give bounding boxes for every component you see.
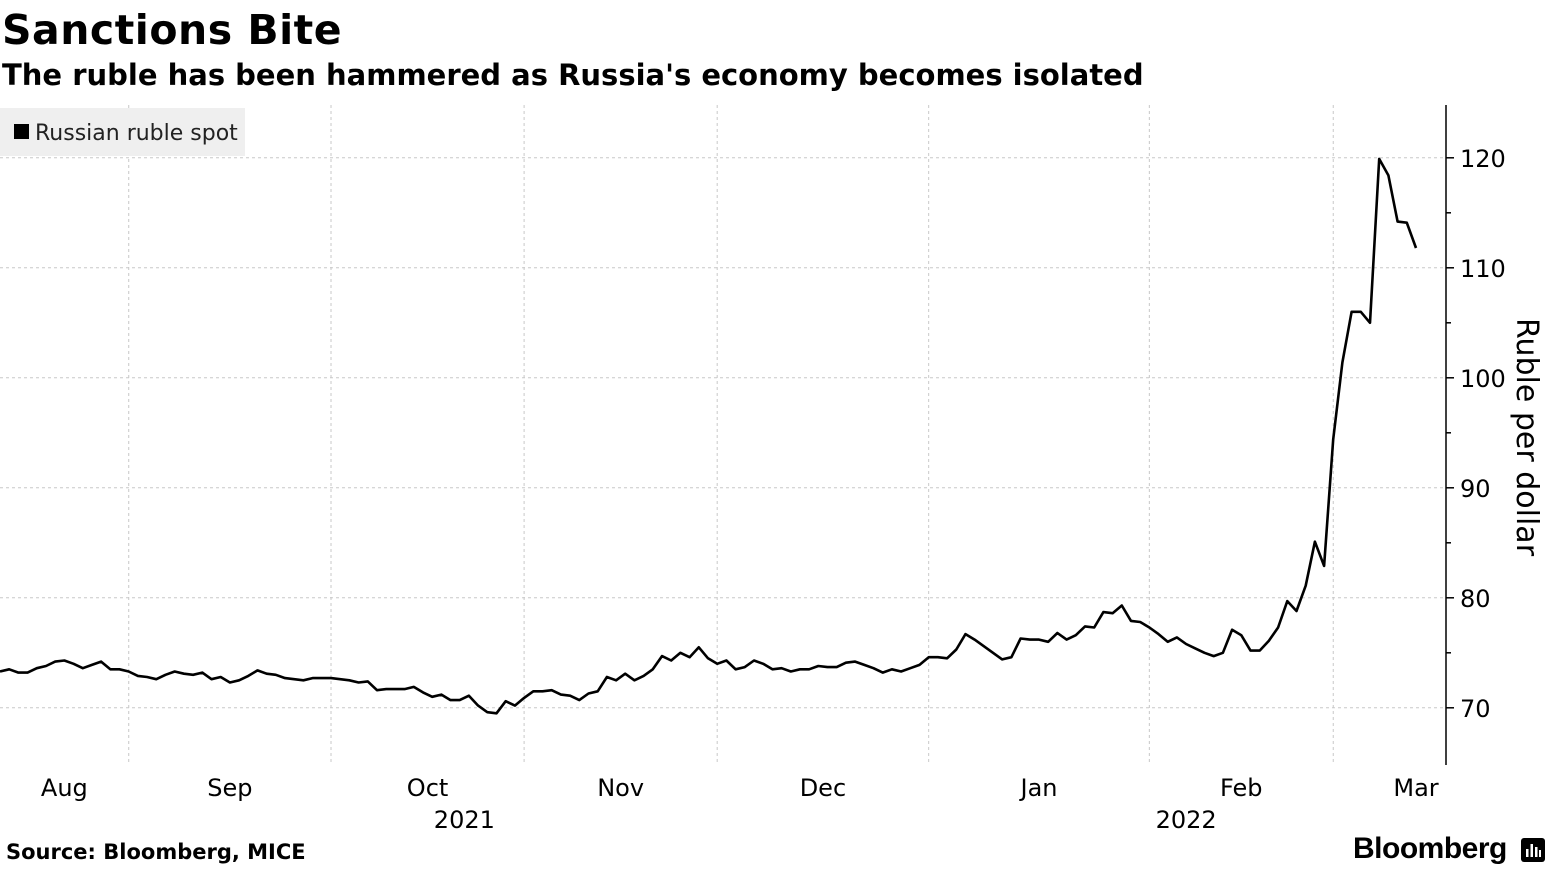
y-tick-label: 80 <box>1460 585 1491 613</box>
bloomberg-chart-icon <box>1521 838 1545 862</box>
x-tick-label: Jan <box>1019 774 1058 802</box>
gridlines <box>0 105 1446 765</box>
chart-title: Sanctions Bite <box>2 6 343 54</box>
x-tick-label: Dec <box>800 774 846 802</box>
y-tick-label: 120 <box>1460 145 1506 173</box>
y-tick-label: 110 <box>1460 255 1506 283</box>
y-axis: 70 80 90 100 110 120 <box>1445 105 1506 765</box>
x-tick-label: Nov <box>597 774 644 802</box>
y-tick-label: 70 <box>1460 695 1491 723</box>
chart-subtitle: The ruble has been hammered as Russia's … <box>2 58 1144 92</box>
series-layer <box>0 157 1418 715</box>
y-tick-label: 100 <box>1460 365 1506 393</box>
x-tick-label: Sep <box>207 774 252 802</box>
legend-box <box>0 108 245 156</box>
x-axis: Aug Sep Oct Nov Dec Jan Feb Mar 2021 2022 <box>41 774 1439 834</box>
x-tick-label: Aug <box>41 774 88 802</box>
bloomberg-logo: Bloomberg <box>1353 832 1507 865</box>
legend-label: Russian ruble spot <box>35 121 238 146</box>
legend-swatch <box>14 124 29 139</box>
y-tick-label: 90 <box>1460 475 1491 503</box>
x-year-label: 2021 <box>434 806 495 834</box>
x-year-label: 2022 <box>1156 806 1217 834</box>
series-line-russian-ruble-spot <box>0 157 1418 715</box>
source-note: Source: Bloomberg, MICE <box>6 840 306 864</box>
x-tick-label: Oct <box>407 774 449 802</box>
y-axis-label: Ruble per dollar <box>1509 318 1544 557</box>
x-tick-label: Mar <box>1393 774 1438 802</box>
x-tick-label: Feb <box>1220 774 1263 802</box>
